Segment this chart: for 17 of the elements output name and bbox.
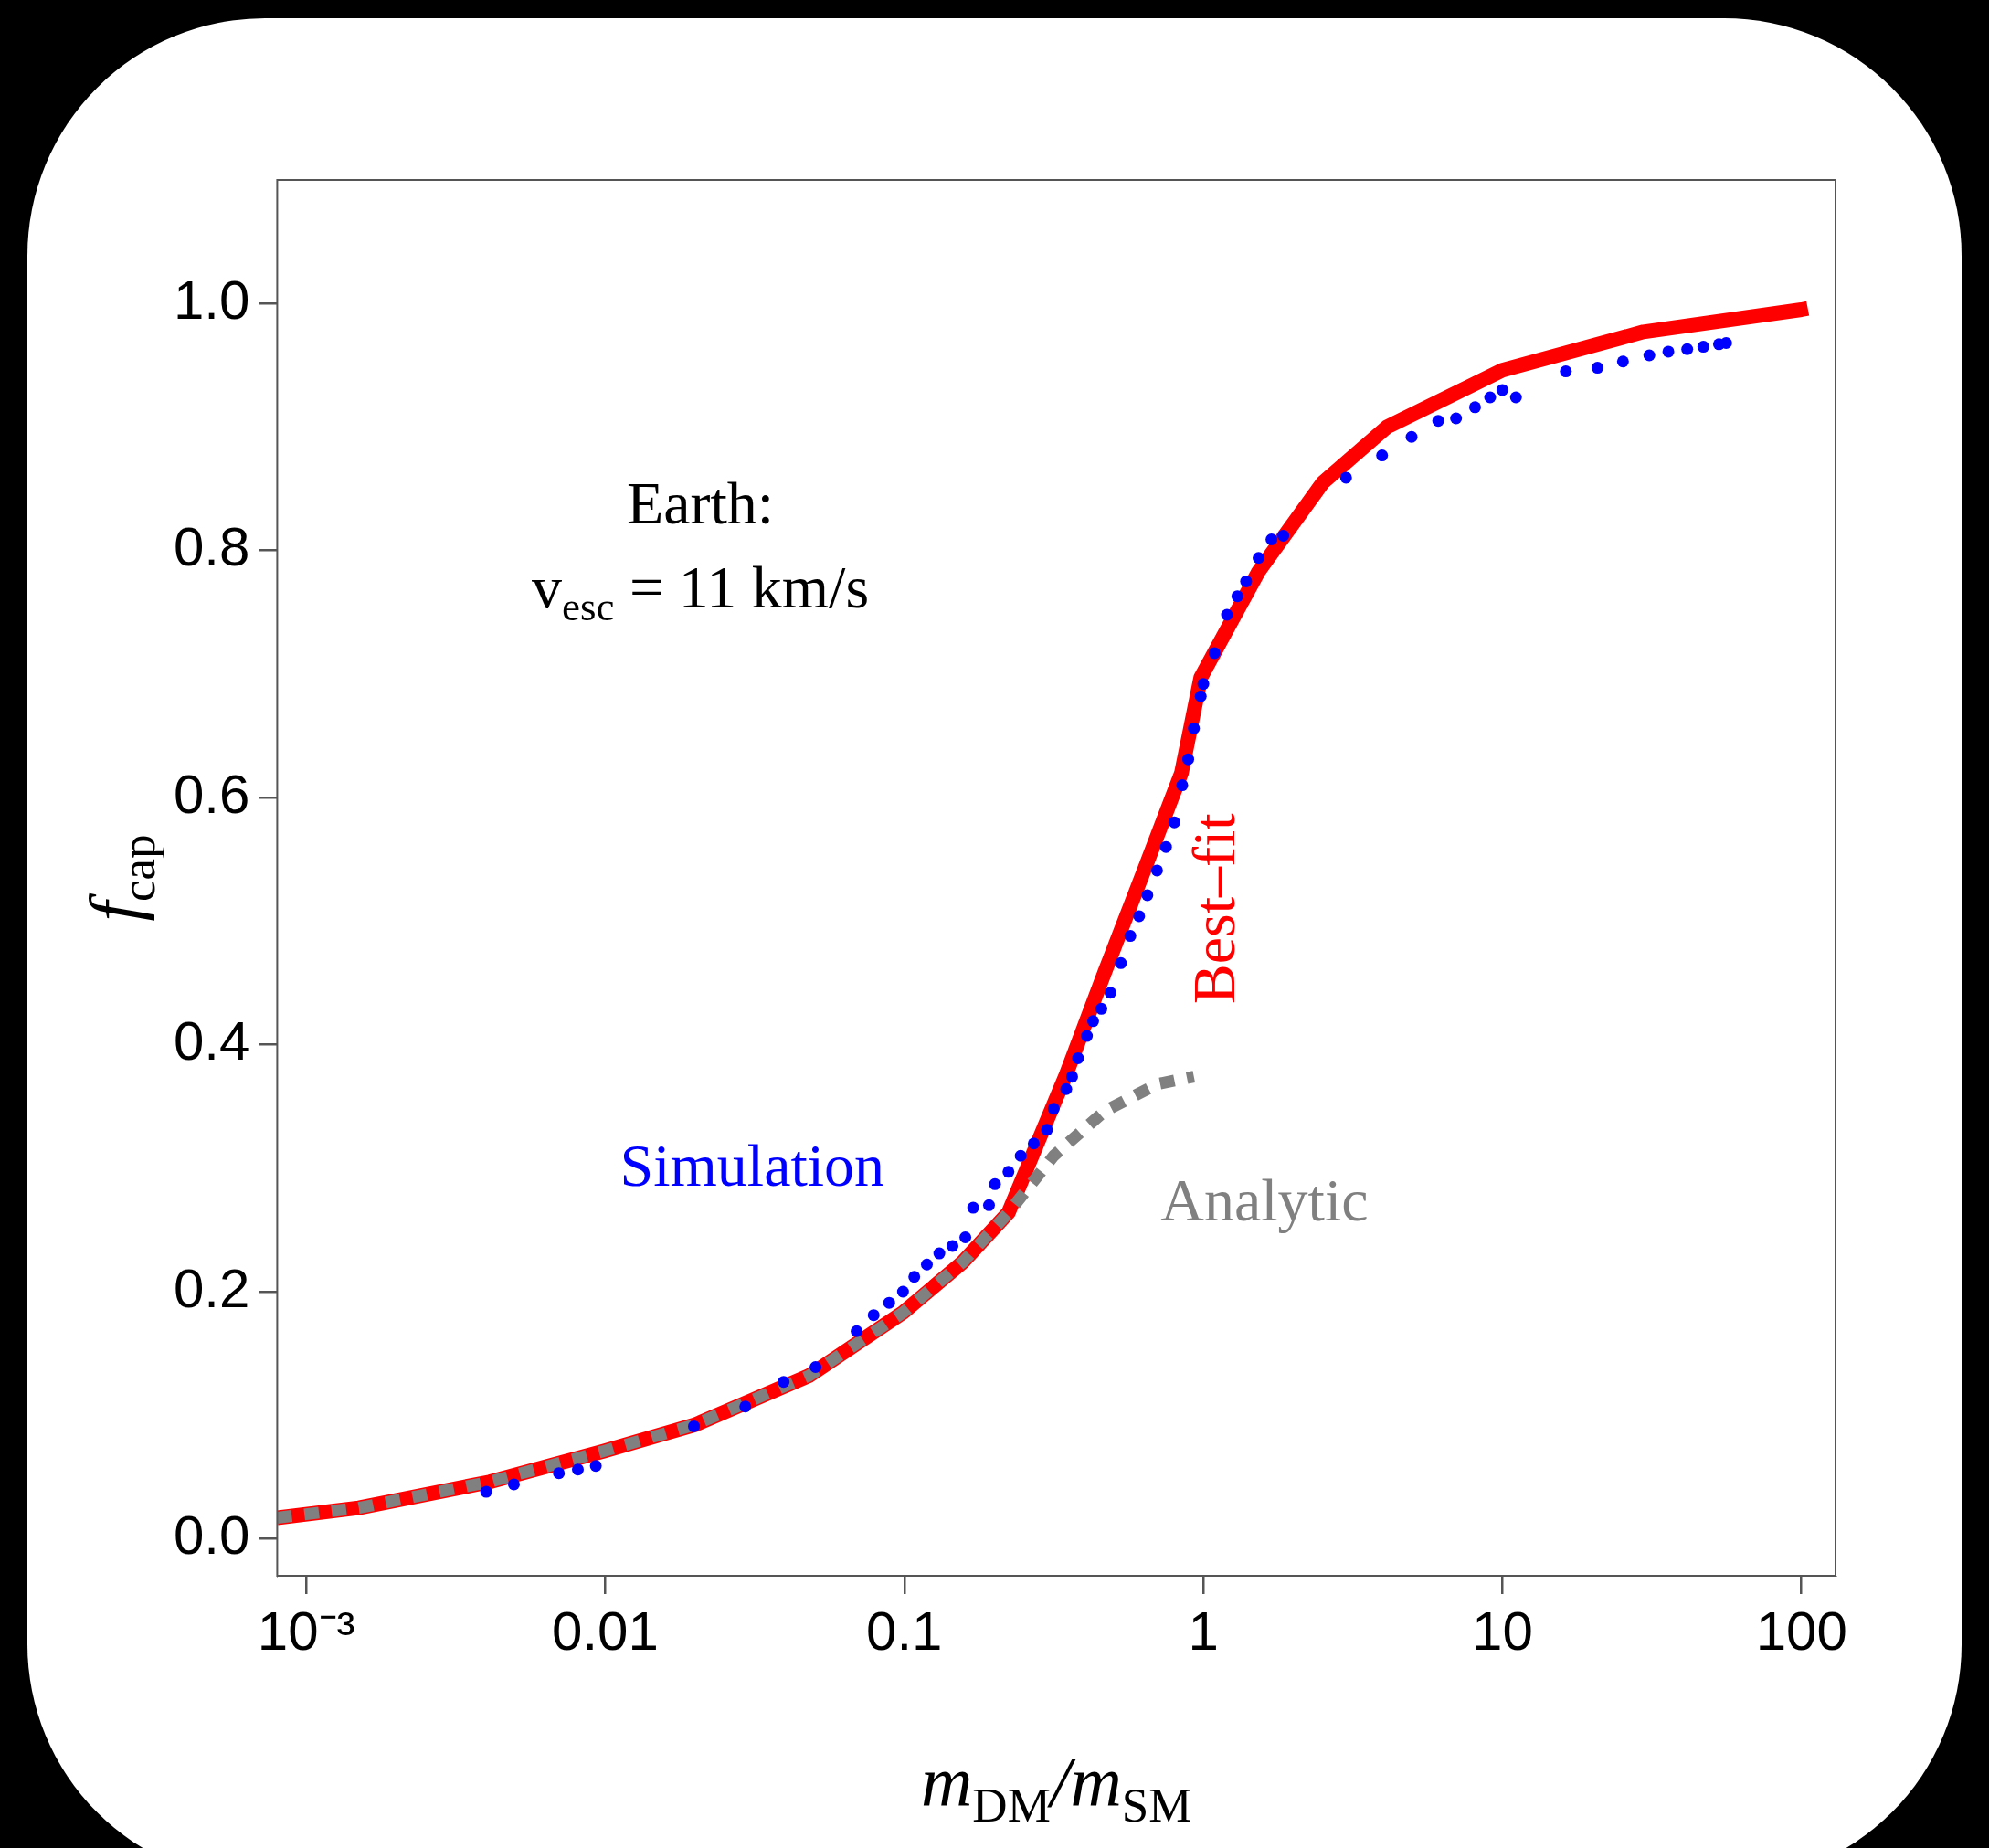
x-tick-label: 10⁻³ (257, 1600, 355, 1662)
y-tick-label: 0.2 (173, 1257, 250, 1319)
y-tick-label: 0.4 (173, 1010, 250, 1072)
y-tick-label: 0.6 (173, 763, 250, 825)
y-axis-title: fcap (75, 834, 165, 922)
series-label: Simulation (619, 1131, 885, 1199)
text: Best–fit (1180, 813, 1248, 1005)
series-label: Analytic (1160, 1166, 1369, 1233)
y-tick-label: 0.0 (173, 1504, 250, 1566)
x-tick-label: 1 (1188, 1600, 1219, 1662)
y-tick-label: 1.0 (173, 269, 250, 331)
x-tick-label: 0.01 (552, 1600, 659, 1662)
y-tick-label: 0.8 (173, 516, 250, 578)
x-tick-label: 100 (1755, 1600, 1847, 1662)
annotation: Earth: (626, 470, 775, 537)
x-tick-label: 10 (1472, 1600, 1533, 1662)
x-tick-label: 0.1 (866, 1600, 943, 1662)
